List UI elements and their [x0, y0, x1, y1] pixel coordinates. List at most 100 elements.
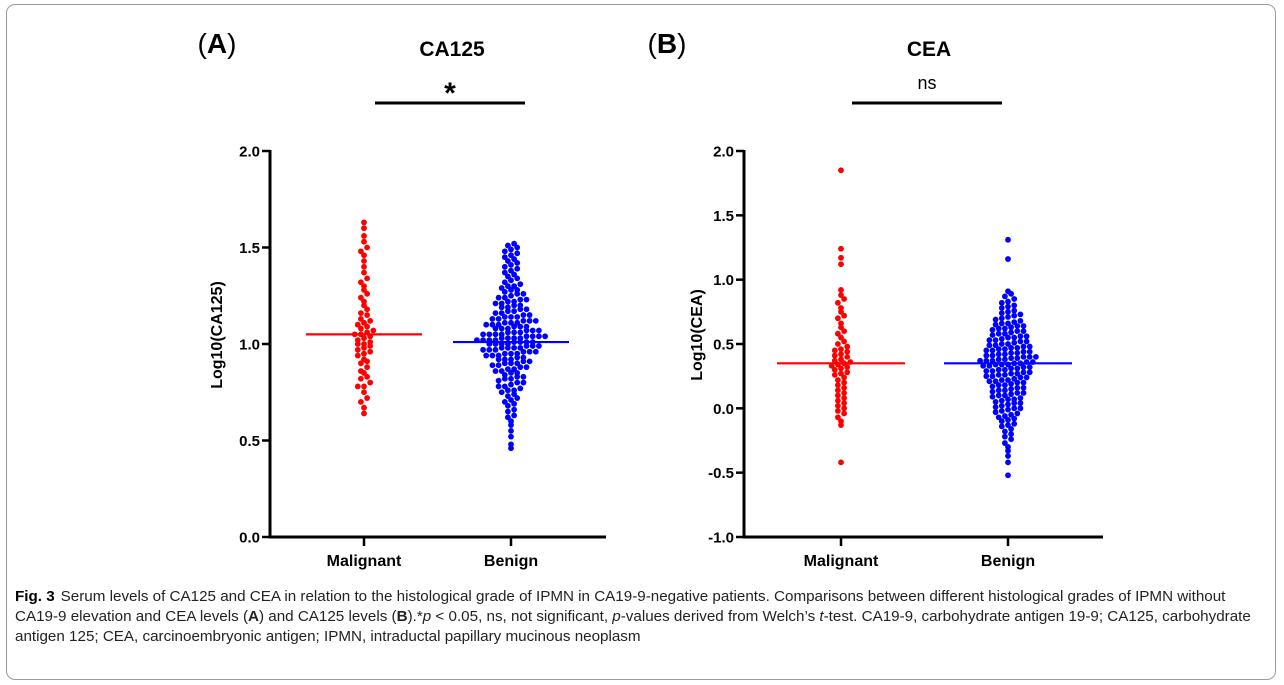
caption-label: Fig. 3 — [15, 588, 55, 605]
data-point-benign — [1008, 350, 1014, 356]
chart-title: CEA — [907, 38, 951, 61]
data-point-benign — [1005, 422, 1011, 428]
data-point-benign — [986, 362, 993, 369]
data-point-benign — [1008, 329, 1014, 336]
data-point-benign — [489, 316, 496, 322]
data-point-benign — [501, 319, 508, 326]
data-point-benign — [1005, 377, 1011, 383]
data-point-benign — [983, 368, 990, 374]
data-point-malignant — [835, 341, 841, 347]
data-point-benign — [514, 319, 521, 326]
data-point-benign — [998, 310, 1005, 317]
data-point-malignant — [361, 350, 367, 357]
data-point-malignant — [364, 373, 370, 380]
data-point-benign — [1005, 303, 1011, 310]
data-point-benign — [1014, 323, 1021, 329]
data-point-benign — [505, 335, 511, 342]
data-point-benign — [505, 283, 511, 289]
data-point-benign — [1011, 400, 1018, 407]
data-point-benign — [989, 388, 996, 395]
data-point-benign — [517, 306, 524, 313]
data-point-benign — [992, 321, 999, 328]
data-point-benign — [1020, 323, 1027, 329]
data-point-benign — [1014, 410, 1021, 417]
y-axis-label: Log10(CEA) — [689, 289, 706, 381]
data-point-benign — [1017, 317, 1024, 324]
data-point-benign — [508, 375, 514, 382]
data-point-benign — [1014, 384, 1021, 391]
data-point-benign — [1005, 417, 1011, 423]
data-point-benign — [536, 327, 542, 334]
data-point-malignant — [838, 245, 844, 252]
caption-part: ).* — [407, 608, 423, 625]
data-point-benign — [514, 354, 521, 361]
data-point-malignant — [361, 263, 367, 270]
data-point-malignant — [838, 356, 844, 363]
data-point-benign — [532, 317, 539, 324]
chart-panel-A: (A) CA125 * 0.0 0.5 1.0 1.5 2.0 Log10(CA125) Mali… — [198, 28, 606, 570]
figure-svg: (A) CA125 * 0.0 0.5 1.0 1.5 2.0 Log10(CA125) Mali… — [198, 28, 1103, 570]
data-point-benign — [508, 319, 514, 326]
data-point-benign — [1005, 256, 1011, 262]
data-point-benign — [514, 360, 521, 367]
data-point-malignant — [364, 395, 370, 401]
data-point-benign — [514, 379, 521, 386]
data-point-benign — [992, 409, 999, 416]
data-point-malignant — [841, 296, 847, 302]
data-point-benign — [505, 273, 511, 280]
data-point-benign — [505, 402, 511, 409]
data-point-benign — [1011, 415, 1018, 422]
data-point-benign — [1011, 319, 1018, 326]
y-tick-label: 1.5 — [239, 240, 260, 257]
data-point-benign — [498, 389, 505, 396]
data-point-benign — [492, 331, 499, 338]
data-point-benign — [1017, 374, 1024, 381]
data-point-benign — [989, 326, 996, 333]
data-point-malignant — [838, 422, 844, 428]
data-point-benign — [480, 346, 486, 353]
data-point-benign — [498, 368, 505, 374]
data-point-benign — [1020, 353, 1027, 360]
data-point-benign — [517, 385, 524, 392]
data-point-benign — [508, 422, 514, 428]
data-point-benign — [983, 357, 990, 364]
data-point-malignant — [364, 244, 370, 251]
data-point-benign — [998, 377, 1005, 383]
data-point-benign — [511, 400, 517, 407]
data-point-benign — [1005, 314, 1011, 320]
data-point-malignant — [835, 392, 841, 399]
data-point-benign — [520, 379, 527, 386]
data-point-malignant — [841, 410, 847, 417]
caption-part: t — [819, 608, 824, 625]
data-point-benign — [495, 383, 502, 390]
data-point-benign — [1002, 440, 1008, 446]
significance-label: ns — [917, 73, 936, 93]
data-point-benign — [1008, 380, 1014, 387]
data-point-benign — [492, 368, 499, 374]
data-point-benign — [501, 360, 508, 367]
caption-part: < 0.05, ns, not significant, — [431, 608, 613, 625]
data-point-benign — [1005, 308, 1011, 315]
data-point-benign — [1011, 312, 1018, 319]
data-point-benign — [508, 261, 514, 268]
data-point-benign — [1011, 420, 1018, 427]
data-point-malignant — [844, 343, 851, 350]
data-point-malignant — [838, 346, 844, 353]
data-point-malignant — [361, 219, 367, 226]
caption-part: p — [422, 608, 432, 625]
data-point-benign — [526, 312, 533, 318]
data-point-malignant — [364, 312, 370, 318]
y-tick-label: 2.0 — [239, 144, 260, 161]
data-point-benign — [995, 330, 1002, 337]
data-point-benign — [498, 344, 505, 351]
data-point-malignant — [844, 353, 851, 360]
data-point-benign — [1002, 325, 1008, 332]
y-tick-label: 0.0 — [239, 530, 260, 547]
data-point-malignant — [835, 387, 841, 394]
data-point-malignant — [838, 370, 844, 377]
data-point-benign — [1002, 330, 1008, 337]
data-point-benign — [514, 244, 521, 251]
data-point-benign — [1008, 365, 1014, 372]
chart-panel-B: (B) CEA ns -1.0 -0.5 0.0 0.5 1.0 1.5 2.0 Log10(CEA… — [648, 28, 1103, 570]
data-point-benign — [492, 310, 499, 317]
